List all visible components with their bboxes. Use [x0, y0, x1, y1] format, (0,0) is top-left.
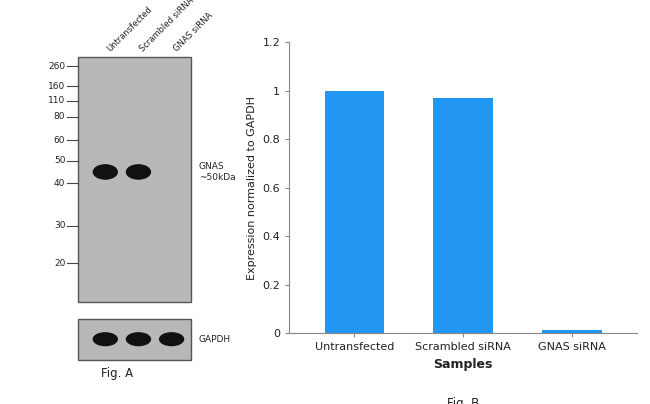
Text: Fig. A: Fig. A: [101, 367, 133, 380]
Text: 80: 80: [54, 112, 65, 122]
Text: 60: 60: [54, 136, 65, 145]
Ellipse shape: [125, 332, 151, 346]
Bar: [434, 98, 493, 333]
Text: 50: 50: [54, 156, 65, 165]
Bar: [542, 330, 602, 333]
Text: 110: 110: [48, 96, 65, 105]
Text: 160: 160: [48, 82, 65, 91]
Ellipse shape: [92, 164, 118, 180]
Text: 20: 20: [54, 259, 65, 267]
Text: GNAS siRNA: GNAS siRNA: [172, 11, 214, 53]
Ellipse shape: [125, 164, 151, 180]
X-axis label: Samples: Samples: [434, 358, 493, 371]
Text: Fig. B: Fig. B: [447, 397, 479, 404]
Text: 40: 40: [54, 179, 65, 187]
Text: GAPDH: GAPDH: [199, 335, 231, 344]
FancyBboxPatch shape: [78, 319, 191, 360]
Y-axis label: Expression normalized to GAPDH: Expression normalized to GAPDH: [247, 96, 257, 280]
Ellipse shape: [159, 332, 185, 346]
Bar: [324, 91, 384, 333]
Text: Scrambled siRNA: Scrambled siRNA: [138, 0, 196, 53]
FancyBboxPatch shape: [78, 57, 191, 302]
Text: GNAS
~50kDa: GNAS ~50kDa: [199, 162, 235, 182]
Text: Untransfected: Untransfected: [105, 4, 154, 53]
Text: 260: 260: [48, 61, 65, 71]
Ellipse shape: [92, 332, 118, 346]
Text: 30: 30: [54, 221, 65, 230]
